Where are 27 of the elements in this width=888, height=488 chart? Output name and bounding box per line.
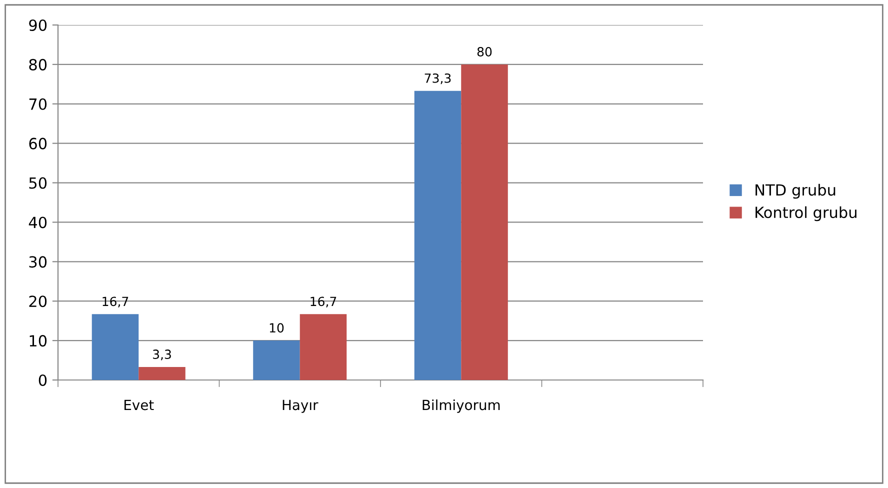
y-tick-label: 30 (29, 256, 47, 268)
y-tick-label: 80 (29, 58, 47, 70)
y-tick-label: 60 (29, 138, 47, 150)
data-label: 10 (270, 323, 284, 333)
data-label: 73,3 (424, 73, 451, 84)
y-tick-label: 50 (29, 177, 47, 189)
bar (300, 314, 347, 380)
y-tick-label: 10 (30, 335, 47, 347)
bar (461, 64, 508, 380)
x-tick-label: Bilmiyorum (422, 399, 500, 413)
data-label: 3,3 (153, 350, 171, 360)
y-tick-label: 20 (29, 296, 47, 308)
legend-label: Kontrol grubu (756, 206, 856, 222)
y-tick-label: 0 (38, 374, 47, 386)
data-label: 80 (477, 47, 492, 56)
bar (414, 90, 462, 380)
data-label: 16,7 (310, 296, 336, 308)
y-tick-label: 70 (29, 98, 47, 110)
bar (92, 314, 139, 380)
y-tick-label: 40 (28, 216, 47, 228)
data-label: 16,7 (102, 296, 128, 308)
x-tick-label: Evet (124, 400, 154, 410)
bar (138, 366, 186, 380)
legend-label: NTD grubu (756, 184, 836, 199)
x-tick-label: Hayır (282, 400, 318, 413)
bar (253, 340, 300, 380)
y-tick-label: 90 (29, 19, 47, 32)
